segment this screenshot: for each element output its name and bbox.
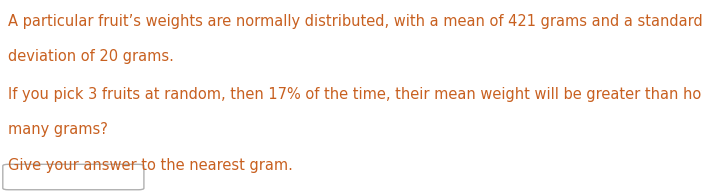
FancyBboxPatch shape: [3, 164, 144, 190]
Text: If you pick 3 fruits at random, then 17% of the time, their mean weight will be : If you pick 3 fruits at random, then 17%…: [8, 87, 702, 102]
Text: A particular fruit’s weights are normally distributed, with a mean of 421 grams : A particular fruit’s weights are normall…: [8, 14, 702, 29]
Text: many grams?: many grams?: [8, 122, 108, 137]
Text: Give your answer to the nearest gram.: Give your answer to the nearest gram.: [8, 158, 293, 173]
Text: deviation of 20 grams.: deviation of 20 grams.: [8, 48, 174, 63]
